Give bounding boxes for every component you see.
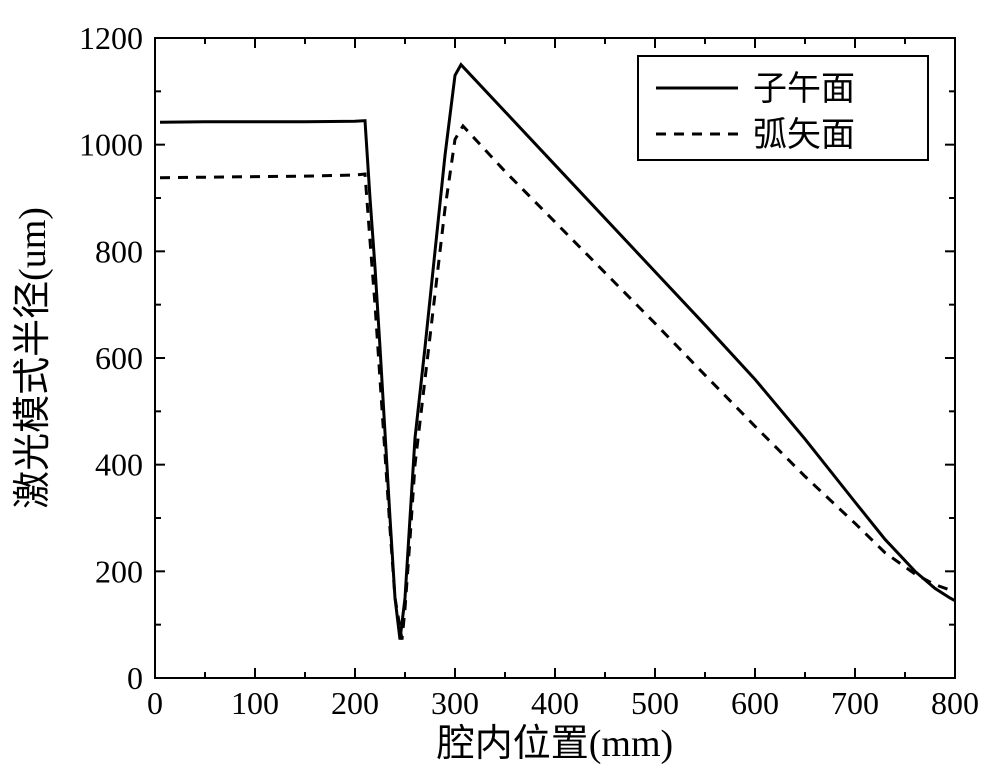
y-tick-label: 400 [95,447,143,483]
legend-label: 弧矢面 [753,116,855,154]
y-tick-label: 800 [95,233,143,269]
y-tick-label: 1200 [79,20,143,56]
x-tick-label: 500 [631,685,679,721]
series-弧矢面 [160,126,955,640]
x-tick-label: 700 [831,685,879,721]
x-tick-label: 200 [331,685,379,721]
x-tick-label: 400 [531,685,579,721]
y-tick-label: 1000 [79,127,143,163]
mode-radius-chart: 0 100 200 300 400 500 600 700 800 0 200 400 600 800 10… [0,0,1000,779]
y-tick-label: 0 [127,660,143,696]
x-tick-label: 600 [731,685,779,721]
y-tick-label: 600 [95,340,143,376]
y-axis-title: 激光模式半径(um) [12,207,54,509]
legend-label: 子午面 [753,70,855,108]
y-tick-label: 200 [95,553,143,589]
x-tick-label: 100 [231,685,279,721]
x-tick-label: 300 [431,685,479,721]
x-tick-label: 800 [931,685,979,721]
x-tick-label: 0 [147,685,163,721]
x-axis-title: 腔内位置(mm) [437,723,673,765]
